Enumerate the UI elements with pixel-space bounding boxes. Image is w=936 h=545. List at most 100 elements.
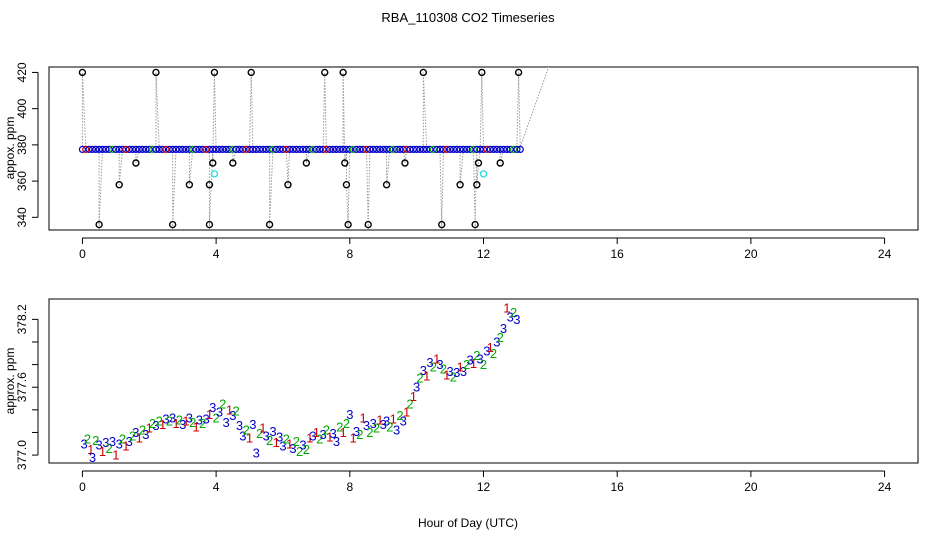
bottom-point-label: 1 [172,416,179,431]
bottom-point-label: 3 [309,428,316,443]
top-baseline-point [276,145,284,154]
bottom-x-tick-label: 4 [213,480,220,494]
bottom-point-label: 3 [329,426,336,441]
top-baseline-point [82,145,90,154]
top-baseline-point [312,145,320,154]
top-baseline-point [356,145,364,154]
bottom-point-label: 2 [440,362,447,377]
top-baseline-point [459,145,468,154]
bottom-point-label: 1 [376,413,383,428]
top-outlier-point [78,68,87,77]
top-baseline-point [179,145,187,154]
top-baseline-point [195,145,204,154]
top-outlier-point [321,68,329,77]
top-outlier-point [341,159,349,167]
top-baseline-point [108,145,117,154]
bottom-point-label: 2 [356,427,363,442]
bottom-point-label: 2 [406,397,413,412]
top-baseline-point [269,145,277,154]
top-baseline-point [149,145,157,154]
top-plot-frame [48,66,919,231]
bottom-point-label: 1 [306,431,313,446]
bottom-point-label: 2 [266,433,273,448]
top-baseline-point [239,145,247,154]
bottom-point-label: 3 [426,355,433,370]
top-baseline-point [105,145,113,154]
top-panel: 0 4 8 12 16 20 24 340 360 380 400 420 appox. ppm [3,62,919,261]
bottom-point-label: 3 [346,407,353,422]
top-baseline-point [225,145,234,154]
top-x-tick-label: 0 [79,247,86,261]
top-outlier-point [247,68,255,77]
bottom-point-label: 2 [316,432,323,447]
top-baseline-point [162,145,170,154]
top-baseline-point [403,145,411,154]
bottom-point-label: 1 [326,429,333,444]
top-baseline-point [138,145,147,154]
top-baseline-point [439,145,447,154]
top-x-tick-label: 8 [346,247,353,261]
top-baseline-point [326,145,334,154]
top-outlier-point [496,159,504,167]
bottom-point-label: 3 [460,364,467,379]
bottom-point-label: 1 [390,411,397,426]
top-baseline-point [222,145,230,154]
bottom-point-label: 3 [483,344,490,359]
top-baseline-point [302,145,310,154]
top-baseline-point [322,145,331,154]
top-baseline-point [92,145,100,154]
top-outlier-point [438,220,446,229]
top-baseline-point [296,145,304,154]
top-baseline-point [118,145,127,154]
bottom-y-tick-label: 377.0 [15,440,29,470]
bottom-point-label: 2 [490,346,497,361]
top-baseline-point [436,145,444,154]
top-baseline-point [252,145,260,154]
top-outlier-point [152,68,160,77]
top-baseline-point [449,145,458,154]
top-baseline-point [493,145,501,154]
top-baseline-point [429,145,437,154]
bottom-point-label: 3 [400,414,407,429]
top-baseline-point [289,145,297,154]
top-baseline-point [463,145,471,154]
top-baseline-point [85,145,93,154]
bottom-point-label: 1 [410,389,417,404]
bottom-point-label: 3 [500,321,507,336]
bottom-point-label: 2 [119,432,126,447]
top-baseline-point [466,145,474,154]
bottom-point-label: 3 [80,436,87,451]
bottom-point-label: 3 [179,417,186,432]
bottom-point-label: 3 [513,312,520,327]
bottom-plot-frame [48,298,919,464]
bottom-point-label: 2 [386,419,393,434]
bottom-point-label: 1 [487,340,494,355]
top-baseline-point [453,145,461,154]
top-baseline-point [265,145,274,154]
bottom-point-label: 3 [453,365,460,380]
bottom-point-label: 2 [176,413,183,428]
top-baseline-point [473,145,481,154]
top-outlier-point [342,181,351,189]
bottom-point-label: 3 [109,434,116,449]
top-outlier-point [302,159,311,167]
top-baseline-point [135,145,143,154]
top-y-tick-label: 420 [15,62,29,82]
top-outlier-point [205,181,214,189]
bottom-point-label: 2 [106,441,113,456]
top-cyan-point [210,170,219,178]
top-x-tick-label: 12 [477,247,491,261]
top-baseline-point [205,145,214,154]
top-baseline-point [102,145,110,154]
top-baseline-point [496,145,504,154]
bottom-point-label: 2 [219,397,226,412]
top-baseline-point [212,145,220,154]
bottom-panel: 3213231323132132312312321323123132132313… [3,298,919,494]
top-outlier-point [168,220,177,229]
top-baseline-point [172,145,180,154]
bottom-y-axis-title: approx. ppm [3,348,17,415]
bottom-point-label: 2 [92,433,99,448]
bottom-point-label: 1 [360,410,367,425]
